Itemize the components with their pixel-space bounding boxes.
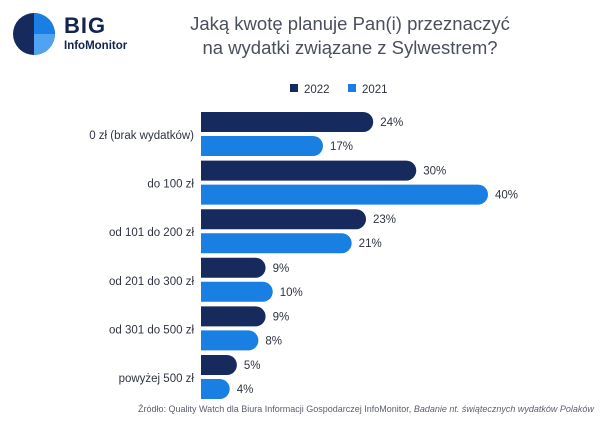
source-italic: Badanie nt. świątecznych wydatków Polakó… [413, 404, 594, 414]
bar-value-label: 17% [330, 141, 353, 153]
logo-big-text: BIG [64, 13, 107, 38]
bar-value-label: 40% [495, 190, 518, 202]
chart-title-line-1: Jaką kwotę planuje Pan(i) przeznaczyć [190, 13, 510, 34]
legend-swatch-2022 [290, 84, 298, 92]
bar-2021 [201, 379, 230, 399]
bar-2022 [201, 306, 266, 327]
bar-2022 [201, 209, 367, 230]
bar-2022 [201, 160, 417, 181]
bar-2022 [201, 112, 374, 132]
category-label: od 301 do 500 zł [109, 324, 194, 336]
bar-value-label: 4% [237, 384, 254, 396]
bar-2021 [201, 233, 352, 254]
bar-value-label: 30% [423, 166, 446, 178]
source-prefix: Źródło: Quality Watch dla Biura Informac… [138, 404, 412, 414]
logo-sub-text: InfoMonitor [64, 40, 128, 52]
legend-item-2021: 2021 [348, 84, 388, 96]
chart-title: Jaką kwotę planuje Pan(i) przeznaczyć na… [140, 12, 560, 60]
category-label: od 101 do 200 zł [109, 227, 194, 239]
bar-value-label: 21% [359, 238, 382, 250]
bar-2022 [201, 257, 266, 278]
bar-2021 [201, 136, 323, 156]
bar-value-label: 23% [373, 214, 396, 226]
category-label: powyżej 500 zł [119, 373, 195, 385]
legend-label-2021: 2021 [362, 84, 388, 96]
bar-2021 [201, 330, 259, 351]
bar-value-label: 8% [265, 335, 282, 347]
bar-value-label: 10% [280, 287, 303, 299]
legend-swatch-2021 [348, 84, 356, 92]
legend-item-2022: 2022 [290, 84, 330, 96]
bar-value-label: 5% [244, 360, 261, 372]
category-label: od 201 do 300 zł [109, 276, 194, 288]
source-note: Źródło: Quality Watch dla Biura Informac… [138, 404, 594, 414]
logo: BIG InfoMonitor [12, 12, 127, 56]
bar-value-label: 24% [380, 117, 403, 129]
chart-title-line-2: na wydatki związane z Sylwestrem? [202, 37, 498, 58]
bar-2021 [201, 281, 273, 302]
logo-circle-icon [13, 13, 55, 55]
bar-value-label: 9% [273, 263, 290, 275]
bar-value-label: 9% [273, 311, 290, 323]
bar-2021 [201, 184, 488, 205]
category-label: 0 zł (brak wydatków) [89, 130, 194, 142]
legend-label-2022: 2022 [304, 84, 330, 96]
bar-2022 [201, 355, 237, 375]
category-label: do 100 zł [147, 179, 194, 191]
